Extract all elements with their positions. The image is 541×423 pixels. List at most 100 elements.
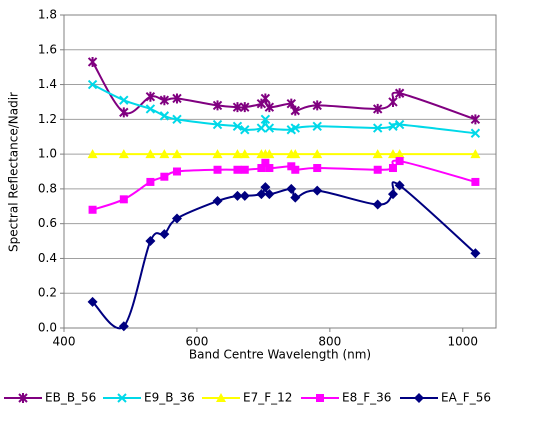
marker — [470, 114, 481, 125]
plot-frame — [63, 14, 497, 329]
legend-label: E7_F_12 — [243, 391, 292, 405]
marker — [171, 149, 182, 159]
marker — [470, 128, 481, 138]
marker — [312, 100, 322, 111]
marker — [87, 296, 98, 307]
marker — [160, 172, 169, 181]
legend-item: E9_B_36 — [103, 391, 195, 405]
legend-label: E8_F_36 — [342, 391, 391, 405]
marker — [471, 177, 480, 186]
legend-item: EA_F_56 — [400, 391, 491, 405]
marker — [88, 205, 97, 214]
marker — [264, 149, 275, 159]
marker — [313, 164, 322, 173]
marker — [372, 149, 383, 159]
x-tick-label: 400 — [53, 335, 76, 349]
marker — [239, 190, 250, 201]
marker — [172, 114, 182, 125]
y-tick-label: 1.0 — [38, 147, 57, 161]
marker — [388, 121, 398, 131]
y-tick-label: 0.2 — [38, 286, 57, 300]
marker — [256, 189, 267, 200]
marker — [87, 79, 98, 90]
marker — [257, 164, 266, 173]
marker — [264, 102, 275, 113]
marker — [118, 321, 129, 332]
marker — [119, 195, 128, 204]
marker — [372, 123, 383, 133]
marker — [290, 105, 300, 116]
marker — [232, 121, 243, 131]
series-line — [91, 61, 476, 121]
marker — [119, 107, 129, 118]
marker — [145, 104, 156, 114]
marker — [145, 236, 156, 247]
marker — [18, 393, 28, 403]
marker — [232, 149, 243, 159]
x-tick-label: 1000 — [447, 335, 478, 349]
y-axis-label: Spectral Reflectance/Nadir — [7, 92, 21, 252]
marker — [118, 149, 129, 159]
marker — [212, 149, 223, 159]
marker — [159, 149, 170, 159]
series-line — [91, 181, 477, 330]
marker — [239, 149, 250, 159]
marker — [470, 149, 481, 159]
marker — [87, 56, 98, 67]
marker — [387, 189, 398, 200]
marker — [264, 123, 275, 133]
marker — [232, 190, 243, 201]
legend-label: E9_B_36 — [144, 391, 195, 405]
marker — [212, 119, 223, 130]
x-tick-label: 800 — [318, 335, 341, 349]
marker — [286, 183, 297, 194]
marker — [145, 91, 156, 102]
marker — [240, 165, 249, 174]
marker — [159, 229, 170, 240]
marker — [212, 100, 223, 111]
marker — [117, 393, 127, 403]
marker — [232, 102, 243, 113]
legend-item: E7_F_12 — [202, 391, 292, 405]
marker — [373, 165, 382, 174]
marker — [395, 157, 404, 166]
marker — [171, 213, 182, 224]
legend-label: EB_B_56 — [45, 391, 96, 405]
marker — [145, 149, 156, 159]
y-tick-label: 0.6 — [38, 216, 57, 230]
y-tick-label: 1.8 — [38, 8, 57, 22]
marker — [290, 123, 300, 133]
marker — [387, 149, 398, 159]
marker — [260, 182, 271, 193]
x-axis-label: Band Centre Wavelength (nm) — [189, 348, 371, 362]
legend-item: EB_B_56 — [4, 391, 96, 405]
marker — [290, 192, 301, 203]
marker — [291, 165, 300, 174]
marker — [240, 102, 250, 113]
marker — [256, 123, 267, 133]
marker — [394, 119, 405, 130]
marker — [240, 125, 250, 135]
marker — [316, 394, 324, 402]
legend-label: EA_F_56 — [441, 391, 491, 405]
y-tick-label: 0.8 — [38, 181, 57, 195]
marker — [388, 164, 397, 173]
y-tick-label: 1.4 — [38, 77, 57, 91]
marker — [260, 93, 271, 104]
x-tick-label: 600 — [185, 335, 208, 349]
marker — [119, 95, 129, 105]
marker — [388, 96, 398, 107]
marker — [394, 180, 405, 191]
y-tick-label: 1.2 — [38, 112, 57, 126]
y-tick-label: 1.6 — [38, 42, 57, 56]
y-tick-label: 0.0 — [38, 321, 57, 335]
marker — [146, 177, 155, 186]
marker — [290, 149, 301, 159]
marker — [87, 149, 98, 159]
marker — [213, 165, 222, 174]
marker — [394, 88, 405, 99]
marker — [172, 167, 181, 176]
marker — [216, 393, 226, 402]
marker — [470, 248, 481, 259]
